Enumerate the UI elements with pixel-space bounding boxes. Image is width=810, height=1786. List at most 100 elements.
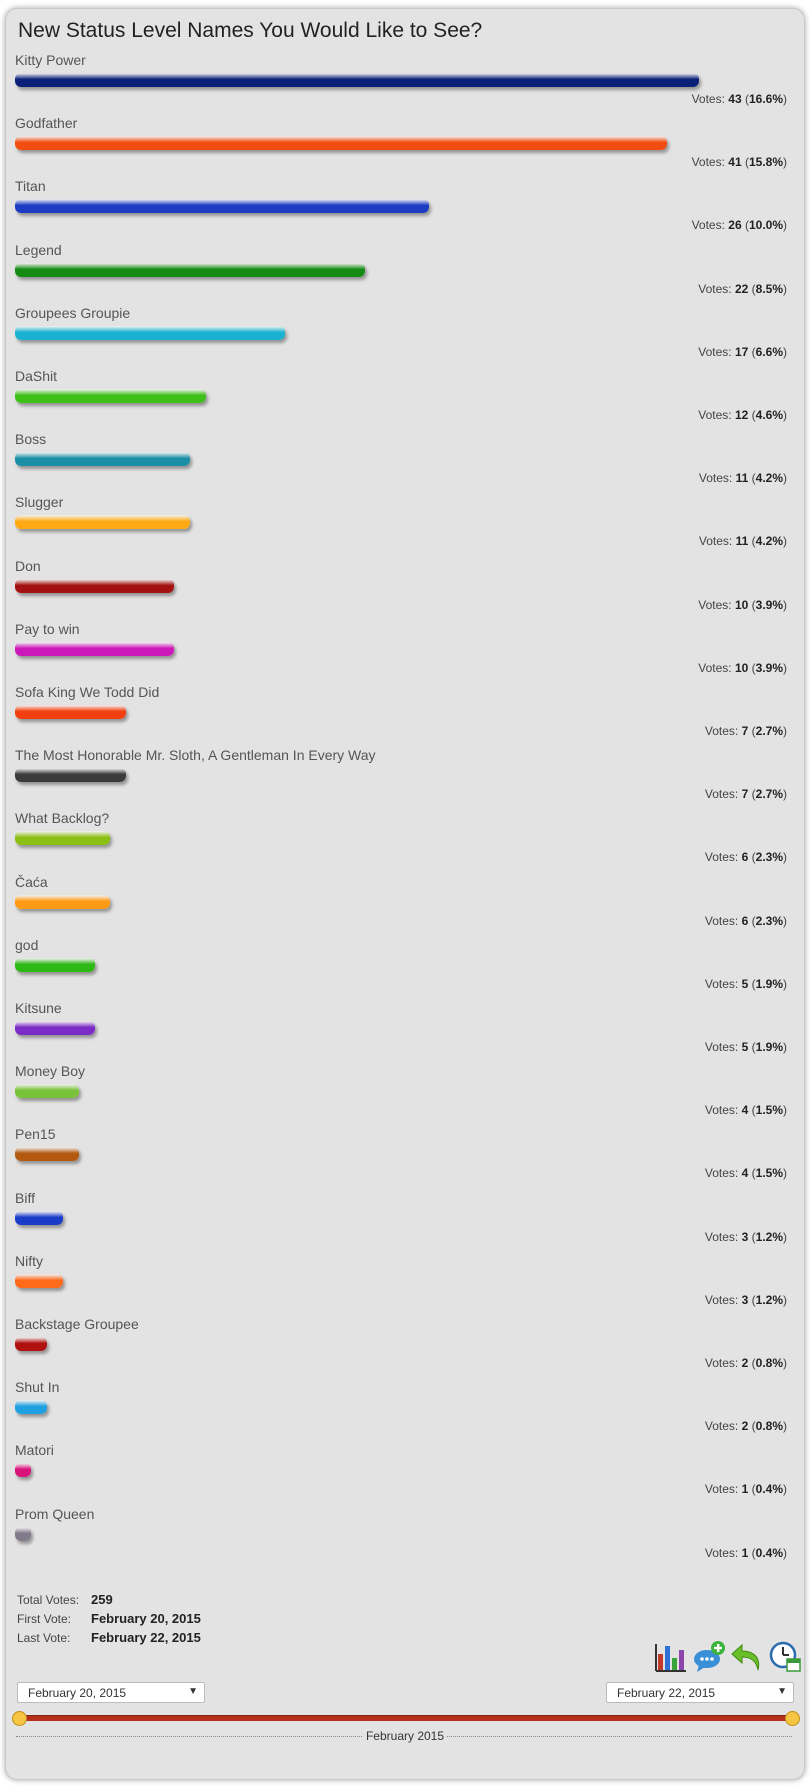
option-bar xyxy=(15,1021,95,1035)
votes-prefix: Votes: xyxy=(698,597,732,612)
votes-prefix: Votes: xyxy=(704,724,739,738)
end-date-value: February 22, 2015 xyxy=(617,1686,716,1700)
slider-start-handle[interactable] xyxy=(12,1711,27,1726)
option-votes: Votes: 2 (0.8%) xyxy=(704,1356,787,1370)
option-votes: Votes: 43 (16.6%) xyxy=(691,92,787,106)
option-bar xyxy=(15,1084,79,1099)
option-bar xyxy=(15,705,126,719)
option-votes: Votes: 1 (0.4%) xyxy=(704,1482,787,1497)
end-date-select[interactable]: February 22, 2015 ▼ xyxy=(606,1682,794,1703)
votes-prefix: Votes: xyxy=(704,850,739,865)
option-votes: Votes: 6 (2.3%) xyxy=(704,913,787,928)
votes-prefix: Votes: xyxy=(691,92,725,106)
option-label: Groupees Groupie xyxy=(15,304,131,321)
chevron-down-icon: ▼ xyxy=(777,1686,787,1697)
vote-percent: 4.6% xyxy=(755,408,783,422)
option-votes: Votes: 3 (1.2%) xyxy=(704,1292,787,1307)
vote-percent: 4.2% xyxy=(755,471,783,486)
first-vote-value: February 20, 2015 xyxy=(91,1611,201,1626)
option-bar xyxy=(15,325,285,340)
vote-percent: 0.4% xyxy=(755,1482,783,1497)
vote-count: 43 xyxy=(728,92,742,106)
vote-count: 11 xyxy=(735,471,749,486)
vote-count: 3 xyxy=(741,1292,749,1307)
option-bar xyxy=(15,1337,47,1351)
option-votes: Votes: 7 (2.7%) xyxy=(704,724,787,738)
option-bar xyxy=(15,199,429,214)
vote-count: 4 xyxy=(741,1103,749,1118)
option-label: Shut In xyxy=(15,1379,60,1396)
option-bar xyxy=(15,1273,63,1288)
vote-percent: 6.6% xyxy=(755,344,783,359)
votes-prefix: Votes: xyxy=(698,534,733,549)
votes-prefix: Votes: xyxy=(704,1356,739,1370)
vote-count: 6 xyxy=(741,850,749,865)
slider-end-handle[interactable] xyxy=(785,1711,800,1726)
votes-prefix: Votes: xyxy=(704,1040,739,1054)
option-label: god xyxy=(15,936,39,953)
option-votes: Votes: 22 (8.5%) xyxy=(698,281,787,296)
total-votes-label: Total Votes: xyxy=(17,1592,80,1607)
vote-count: 4 xyxy=(741,1166,749,1181)
option-bar xyxy=(15,768,126,783)
start-date-select[interactable]: February 20, 2015 ▼ xyxy=(17,1682,205,1703)
option-votes: Votes: 6 (2.3%) xyxy=(704,850,787,865)
clock-calendar-icon[interactable] xyxy=(768,1640,802,1674)
vote-percent: 8.5% xyxy=(755,281,783,296)
votes-prefix: Votes: xyxy=(704,1229,739,1244)
option-label: Backstage Groupee xyxy=(15,1316,139,1332)
timeline-label: February 2015 xyxy=(362,1729,448,1743)
vote-count: 12 xyxy=(734,408,749,422)
option-label: Pen15 xyxy=(15,1126,56,1143)
back-arrow-icon[interactable] xyxy=(730,1640,764,1674)
option-bar xyxy=(15,1210,63,1225)
vote-percent: 1.5% xyxy=(755,1103,783,1118)
option-bar xyxy=(15,452,190,467)
option-label: Godfather xyxy=(15,115,78,132)
vote-percent: 0.4% xyxy=(755,1545,783,1560)
vote-count: 5 xyxy=(741,1040,749,1054)
option-label: Titan xyxy=(15,178,46,195)
votes-prefix: Votes: xyxy=(704,1545,739,1560)
vote-count: 1 xyxy=(741,1545,749,1560)
vote-percent: 0.8% xyxy=(755,1356,783,1370)
option-votes: Votes: 11 (4.2%) xyxy=(698,471,787,486)
option-label: Kitsune xyxy=(15,1000,62,1016)
vote-percent: 2.3% xyxy=(755,850,783,865)
bar-chart-icon[interactable] xyxy=(654,1640,688,1674)
vote-percent: 2.3% xyxy=(755,913,783,928)
votes-prefix: Votes: xyxy=(698,660,732,675)
votes-prefix: Votes: xyxy=(691,218,725,233)
option-label: Biff xyxy=(15,1189,35,1206)
option-votes: Votes: 5 (1.9%) xyxy=(704,1040,787,1054)
option-bar xyxy=(15,894,110,909)
vote-percent: 1.5% xyxy=(755,1166,783,1181)
vote-percent: 3.9% xyxy=(755,660,783,675)
first-vote-row: First Vote: February 20, 2015 xyxy=(17,1609,201,1628)
vote-percent: 10.0% xyxy=(748,218,783,233)
comment-add-icon[interactable] xyxy=(692,1640,726,1674)
option-votes: Votes: 12 (4.6%) xyxy=(698,408,787,422)
votes-prefix: Votes: xyxy=(704,1103,739,1118)
vote-count: 1 xyxy=(741,1482,749,1497)
votes-prefix: Votes: xyxy=(698,471,733,486)
option-label: Money Boy xyxy=(15,1063,86,1080)
date-range-slider[interactable] xyxy=(16,1715,792,1721)
vote-count: 22 xyxy=(734,281,749,296)
option-votes: Votes: 3 (1.2%) xyxy=(704,1229,787,1244)
vote-count: 10 xyxy=(734,660,749,675)
vote-percent: 4.2% xyxy=(755,534,783,549)
option-votes: Votes: 26 (10.0%) xyxy=(691,218,787,233)
vote-count: 41 xyxy=(728,155,742,170)
poll-results-panel: New Status Level Names You Would Like to… xyxy=(5,8,805,1780)
vote-count: 11 xyxy=(735,534,749,549)
option-bar xyxy=(15,389,206,403)
option-label: Čaća xyxy=(15,873,48,890)
option-bar xyxy=(15,1147,79,1162)
option-label: What Backlog? xyxy=(15,810,110,827)
option-bar xyxy=(15,1526,31,1541)
option-label: DaShit xyxy=(15,368,58,384)
option-bar xyxy=(15,1400,47,1415)
vote-count: 6 xyxy=(741,913,749,928)
vote-count: 3 xyxy=(741,1229,749,1244)
